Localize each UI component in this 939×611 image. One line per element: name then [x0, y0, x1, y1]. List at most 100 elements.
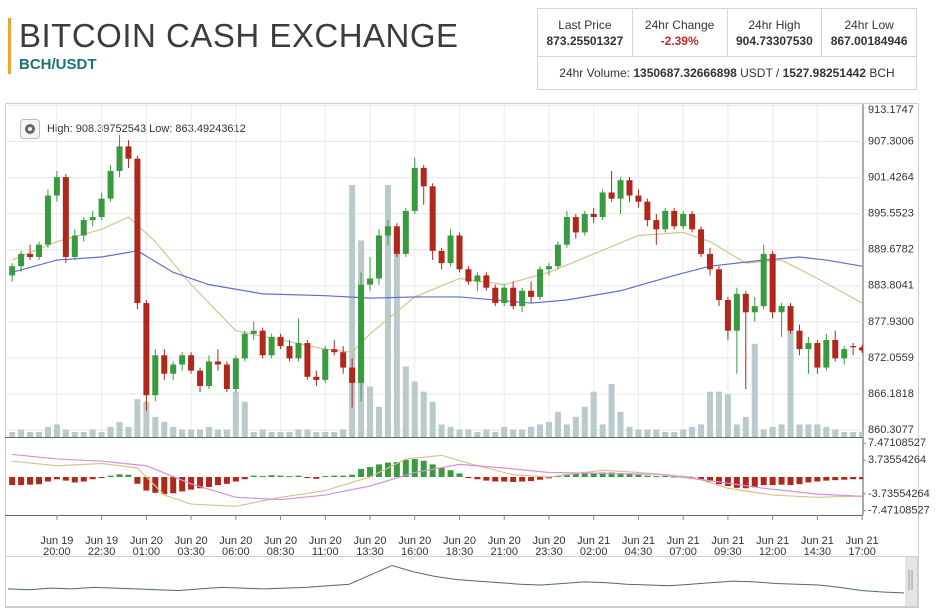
- volume-bar: [805, 424, 812, 437]
- macd-bar: [116, 474, 123, 477]
- macd-bar: [62, 477, 69, 481]
- macd-bar: [787, 477, 794, 486]
- macd-bar: [554, 476, 561, 478]
- candle-body: [438, 250, 445, 264]
- volume-bar: [179, 429, 186, 437]
- macd-bar: [742, 477, 749, 489]
- macd-bar: [304, 477, 311, 478]
- candle-body: [751, 306, 758, 313]
- macd-bar: [698, 477, 705, 480]
- candle-body: [545, 266, 552, 270]
- volume-bar: [71, 431, 78, 437]
- volume-bar: [214, 429, 221, 437]
- candle-body: [358, 284, 365, 383]
- candle-body: [53, 177, 60, 196]
- volume-bar: [411, 381, 418, 437]
- macd-bar: [456, 473, 463, 477]
- x-tick-label: Jun 20: [175, 535, 208, 547]
- stat-label: Last Price: [558, 18, 612, 32]
- macd-bar: [340, 475, 347, 477]
- candle-body: [850, 346, 857, 348]
- macd-bar: [832, 477, 839, 481]
- candle-body: [116, 146, 123, 171]
- volume-bar: [232, 391, 239, 437]
- volume-bar: [286, 431, 293, 437]
- macd-bar: [608, 472, 615, 477]
- volume-bar: [778, 424, 785, 437]
- x-tick-label: Jun 21: [667, 535, 700, 547]
- macd-bar: [859, 477, 863, 480]
- volume-bar: [617, 411, 624, 437]
- x-tick-label: 14:30: [804, 546, 832, 558]
- macd-bar: [295, 475, 302, 477]
- macd-bar: [483, 477, 490, 481]
- volume-base: 1527.98251442: [782, 66, 867, 80]
- volume-bar: [268, 431, 275, 437]
- candle-body: [537, 269, 544, 297]
- macd-bar: [18, 477, 25, 486]
- macd-bar: [644, 475, 651, 477]
- x-tick-label: Jun 20: [443, 535, 476, 547]
- macd-bar: [581, 473, 588, 477]
- volume-bar: [715, 391, 722, 437]
- stat-cell: 24hr Change -2.39%: [633, 9, 728, 56]
- volume-bar: [519, 429, 526, 437]
- candle-body: [9, 266, 16, 276]
- x-tick-label: Jun 21: [801, 535, 834, 547]
- stat-value: 904.73307530: [736, 34, 813, 48]
- macd-bar: [707, 477, 714, 482]
- candle-body: [626, 180, 633, 196]
- x-tick-label: Jun 20: [488, 535, 521, 547]
- volume-bar: [53, 424, 60, 437]
- volume-bar: [859, 431, 863, 437]
- volume-bar: [501, 426, 508, 437]
- macd-bar: [635, 474, 642, 477]
- candle-body: [322, 349, 329, 380]
- candle-body: [769, 253, 776, 313]
- candle-body: [402, 210, 409, 254]
- candle-body: [161, 355, 168, 374]
- candle-body: [760, 253, 767, 307]
- macd-bar: [384, 462, 391, 477]
- candle-body: [27, 253, 34, 257]
- candle-body: [590, 213, 597, 218]
- volume-bar: [680, 429, 687, 437]
- macd-bar: [205, 477, 212, 487]
- volume-bar: [698, 424, 705, 437]
- x-tick-label: 08:30: [267, 546, 295, 558]
- x-tick-label: Jun 20: [398, 535, 431, 547]
- x-tick-label: 02:00: [580, 546, 608, 558]
- volume-bar: [474, 431, 481, 437]
- navigator-handle[interactable]: [905, 557, 917, 606]
- volume-bar: [751, 343, 758, 437]
- candle-body: [492, 287, 499, 304]
- macd-bar: [572, 473, 579, 477]
- volume-bar: [393, 230, 400, 437]
- volume-bar: [814, 424, 821, 437]
- volume-bar: [653, 429, 660, 437]
- macd-bar: [617, 472, 624, 477]
- macd-bar: [286, 476, 293, 478]
- macd-bar: [107, 475, 114, 477]
- volume-bar: [563, 424, 570, 437]
- macd-bar: [143, 477, 150, 491]
- volume-bar: [438, 424, 445, 437]
- macd-bar: [259, 476, 266, 478]
- volume-bar: [402, 366, 409, 437]
- volume-bar: [161, 421, 168, 437]
- volume-label: 24hr Volume:: [559, 66, 630, 80]
- candle-body: [268, 336, 275, 356]
- navigator[interactable]: [5, 556, 918, 607]
- candle-body: [259, 330, 266, 356]
- y-tick-label: 889.6782: [868, 244, 914, 256]
- stat-cell: Last Price 873.25501327: [538, 9, 633, 56]
- candle-body: [456, 235, 463, 270]
- macd-bar: [53, 477, 60, 480]
- y-tick-label: 877.9300: [868, 316, 914, 328]
- candle-body: [698, 229, 705, 254]
- volume-bar: [742, 416, 749, 437]
- candle-body: [554, 244, 561, 267]
- macd-bar: [313, 477, 320, 479]
- candle-body: [823, 339, 830, 368]
- y-tick-label: 907.3006: [868, 135, 914, 147]
